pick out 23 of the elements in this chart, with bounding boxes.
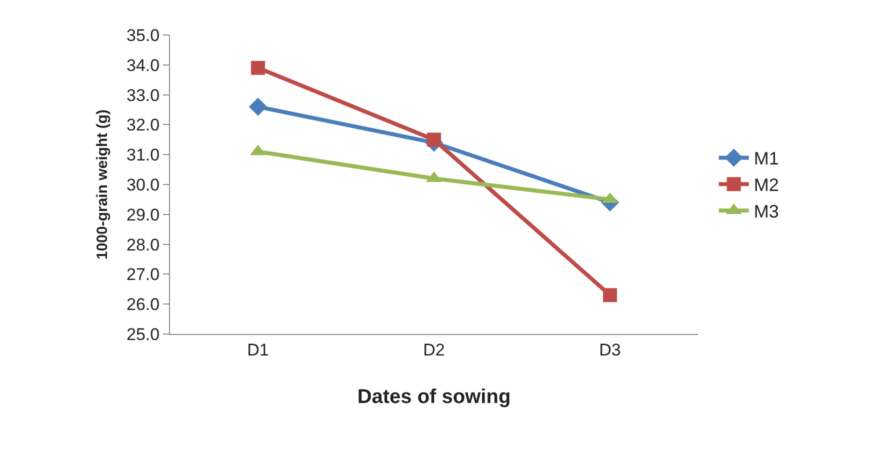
y-tick-label: 25.0 [126,324,160,344]
y-tick-label: 27.0 [126,265,160,284]
legend-label: M2 [754,175,779,196]
y-tick-label: 29.0 [126,205,160,224]
point [251,60,265,75]
x-tick-label: D3 [599,340,621,360]
y-tick-label: 32.0 [126,116,160,135]
legend-label: M3 [754,202,779,222]
legend-label: M1 [754,148,779,169]
point [248,98,268,116]
point [427,132,441,147]
y-tick-label: 28.0 [126,235,160,254]
y-axis-title: 1000-grain weight (g) [94,109,111,260]
y-tick-label: 31.0 [126,146,160,165]
y-tick-label: 26.0 [126,295,160,314]
y-tick-label: 33.0 [126,86,160,105]
x-tick-label: D2 [423,340,445,360]
y-tick-label: 34.0 [126,56,160,75]
point [603,288,617,302]
y-tick-label: 35.0 [126,26,160,45]
x-tick-label: D1 [247,340,269,360]
y-tick-label: 30.0 [126,175,160,194]
x-axis-title: Dates of sowing [357,386,511,408]
